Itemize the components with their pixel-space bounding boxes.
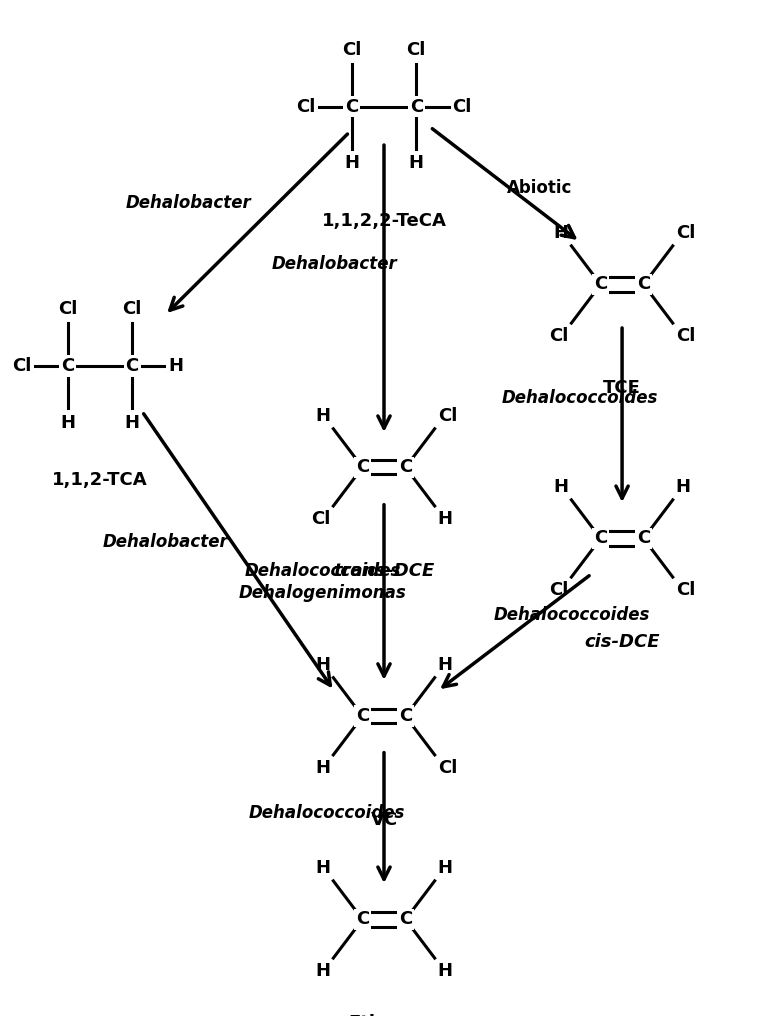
Text: H: H [438, 655, 453, 674]
Text: Cl: Cl [438, 759, 457, 777]
Text: Dehalococcoides: Dehalococcoides [494, 606, 650, 624]
Text: H: H [315, 759, 330, 777]
Text: Cl: Cl [549, 581, 568, 599]
Text: Dehalococcoides: Dehalococcoides [248, 804, 405, 822]
Text: Cl: Cl [311, 510, 330, 528]
Text: C: C [637, 529, 650, 548]
Text: 1,1,2,2-TeCA: 1,1,2,2-TeCA [322, 212, 446, 231]
Text: Abiotic: Abiotic [507, 179, 572, 197]
Text: Dehalogenimonas: Dehalogenimonas [239, 584, 406, 602]
Text: H: H [315, 406, 330, 425]
Text: C: C [345, 98, 359, 116]
Text: C: C [399, 458, 412, 477]
Text: Cl: Cl [549, 327, 568, 345]
Text: TCE: TCE [603, 379, 641, 397]
Text: C: C [594, 275, 607, 294]
Text: Cl: Cl [452, 98, 472, 116]
Text: H: H [344, 154, 359, 173]
Text: C: C [409, 98, 423, 116]
Text: Dehalococcoides: Dehalococcoides [502, 389, 658, 407]
Text: C: C [637, 275, 650, 294]
Text: H: H [168, 357, 184, 375]
Text: Cl: Cl [676, 581, 695, 599]
Text: C: C [356, 910, 369, 929]
Text: C: C [399, 910, 412, 929]
Text: H: H [438, 859, 453, 877]
Text: C: C [356, 707, 369, 725]
Text: H: H [315, 655, 330, 674]
Text: Dehalobacter: Dehalobacter [271, 255, 397, 273]
Text: H: H [315, 962, 330, 980]
Text: C: C [125, 357, 139, 375]
Text: C: C [356, 458, 369, 477]
Text: C: C [61, 357, 74, 375]
Text: cis-DCE: cis-DCE [584, 633, 660, 651]
Text: Cl: Cl [342, 41, 362, 59]
Text: H: H [409, 154, 424, 173]
Text: Cl: Cl [58, 300, 78, 318]
Text: H: H [553, 224, 568, 242]
Text: C: C [594, 529, 607, 548]
Text: trans-DCE: trans-DCE [333, 562, 435, 580]
Text: Dehalobacter: Dehalobacter [102, 532, 228, 551]
Text: H: H [553, 478, 568, 496]
Text: 1,1,2-TCA: 1,1,2-TCA [52, 471, 147, 490]
Text: H: H [124, 414, 140, 432]
Text: H: H [438, 962, 453, 980]
Text: H: H [676, 478, 691, 496]
Text: Cl: Cl [676, 327, 695, 345]
Text: Ethene: Ethene [349, 1014, 419, 1016]
Text: H: H [60, 414, 75, 432]
Text: H: H [315, 859, 330, 877]
Text: Cl: Cl [406, 41, 426, 59]
Text: Cl: Cl [438, 406, 457, 425]
Text: Dehalobacter: Dehalobacter [125, 194, 251, 212]
Text: VC: VC [370, 811, 398, 829]
Text: H: H [438, 510, 453, 528]
Text: Cl: Cl [122, 300, 142, 318]
Text: Cl: Cl [296, 98, 316, 116]
Text: Cl: Cl [676, 224, 695, 242]
Text: Dehalococcoides: Dehalococcoides [244, 562, 401, 580]
Text: Cl: Cl [12, 357, 31, 375]
Text: C: C [399, 707, 412, 725]
